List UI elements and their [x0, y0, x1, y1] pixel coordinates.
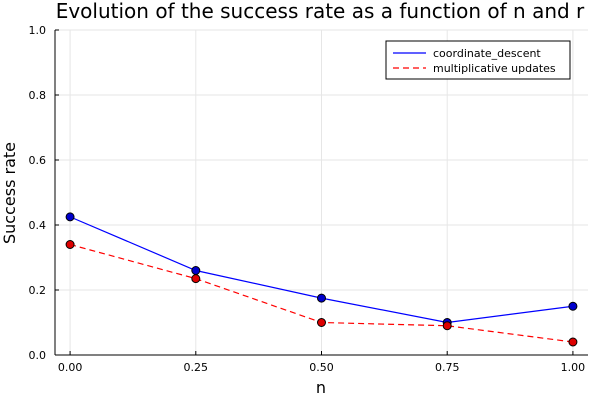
- series-1: [65, 240, 578, 347]
- data-point: [568, 301, 578, 311]
- data-point: [65, 212, 75, 222]
- legend-entry: multiplicative updates: [433, 62, 556, 75]
- x-tick-label: 0.00: [58, 361, 83, 374]
- chart-title: Evolution of the success rate as a funct…: [56, 0, 585, 23]
- x-tick-label: 0.25: [184, 361, 209, 374]
- y-tick-label: 0.2: [29, 284, 47, 297]
- x-tick-label: 0.75: [435, 361, 460, 374]
- y-tick-label: 0.6: [29, 154, 47, 167]
- x-tick-label: 0.50: [309, 361, 334, 374]
- y-axis-label: Success rate: [0, 142, 19, 244]
- x-tick-labels: 0.00 0.25 0.50 0.75 1.00: [58, 361, 585, 374]
- y-tick-labels: 0.0 0.2 0.4 0.6 0.8 1.0: [29, 24, 47, 362]
- axes: [54, 29, 588, 356]
- y-tick-label: 0.4: [29, 219, 47, 232]
- x-axis-label: n: [316, 378, 326, 397]
- series-layer: [65, 212, 578, 347]
- y-tick-label: 1.0: [29, 24, 47, 37]
- data-point: [317, 318, 326, 327]
- data-point: [191, 274, 201, 284]
- data-point: [442, 321, 452, 331]
- legend-box: [385, 40, 571, 80]
- data-point: [568, 337, 578, 347]
- y-tick-label: 0.8: [29, 89, 47, 102]
- data-point: [65, 240, 75, 249]
- legend-entry: coordinate_descent: [433, 47, 541, 60]
- legend: coordinate_descent multiplicative updates: [385, 40, 571, 80]
- data-point: [191, 266, 201, 275]
- y-tick-label: 0.0: [29, 349, 47, 362]
- series-0: [65, 212, 578, 327]
- data-point: [317, 293, 326, 303]
- x-tick-label: 1.00: [561, 361, 586, 374]
